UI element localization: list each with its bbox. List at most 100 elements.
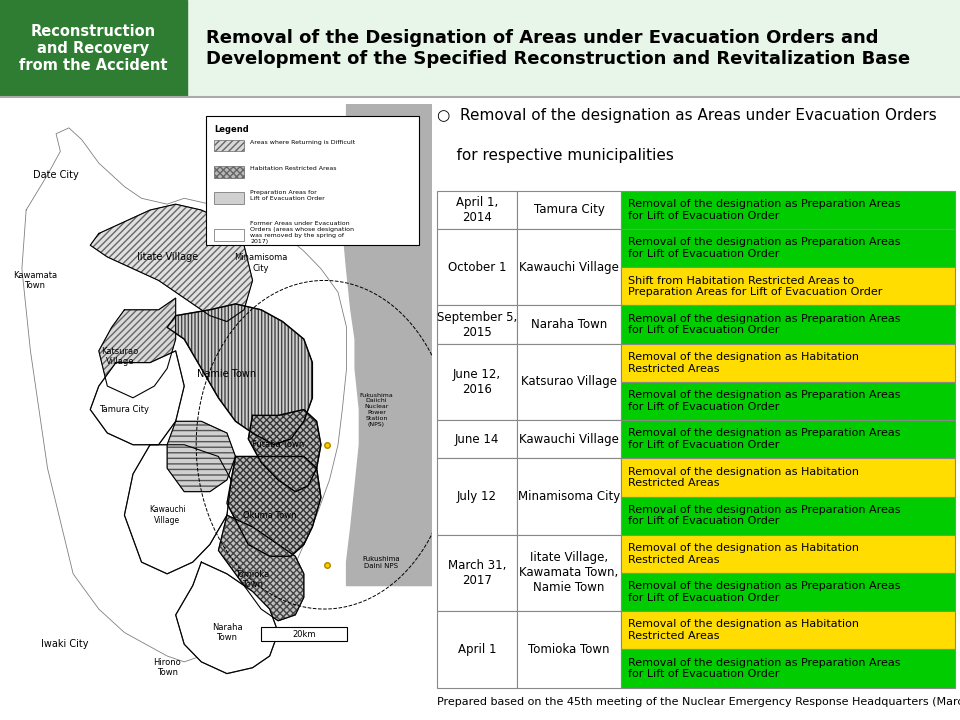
Text: April 1,
2014: April 1, 2014 xyxy=(456,196,498,224)
Bar xyxy=(437,191,517,229)
Text: Namie Town: Namie Town xyxy=(198,369,256,379)
Bar xyxy=(621,229,955,267)
Text: Removal of the designation as Habitation
Restricted Areas: Removal of the designation as Habitation… xyxy=(628,619,858,641)
Text: Tamura City: Tamura City xyxy=(100,405,150,414)
Text: Futaba Town: Futaba Town xyxy=(252,440,304,449)
Bar xyxy=(621,649,955,688)
Bar xyxy=(214,230,244,241)
Text: Hirono
Town: Hirono Town xyxy=(154,658,181,678)
Text: Removal of the designation as Habitation
Restricted Areas: Removal of the designation as Habitation… xyxy=(628,543,858,564)
Text: September 5,
2015: September 5, 2015 xyxy=(437,310,517,338)
Text: Removal of the designation as Habitation
Restricted Areas: Removal of the designation as Habitation… xyxy=(628,352,858,374)
Text: Kawauchi Village: Kawauchi Village xyxy=(519,433,619,446)
Bar xyxy=(621,343,955,382)
Text: Habitation Restricted Areas: Habitation Restricted Areas xyxy=(251,166,337,171)
Bar xyxy=(621,420,955,459)
Text: Preparation Areas for
Lift of Evacuation Order: Preparation Areas for Lift of Evacuation… xyxy=(251,190,325,201)
Bar xyxy=(437,229,517,305)
Text: Naraha
Town: Naraha Town xyxy=(211,623,242,642)
Text: June 14: June 14 xyxy=(455,433,499,446)
Text: Removal of the designation as Habitation
Restricted Areas: Removal of the designation as Habitation… xyxy=(628,467,858,488)
Text: Fukushima
Daiichi
Nuclear
Power
Station
(NPS): Fukushima Daiichi Nuclear Power Station … xyxy=(360,392,394,426)
Text: Reconstruction
and Recovery
from the Accident: Reconstruction and Recovery from the Acc… xyxy=(19,24,167,73)
Bar xyxy=(517,420,621,459)
Bar xyxy=(517,191,621,229)
Text: Kawamata
Town: Kawamata Town xyxy=(12,271,57,290)
Polygon shape xyxy=(167,421,235,492)
Polygon shape xyxy=(343,104,432,585)
Text: Removal of the designation as Preparation Areas
for Lift of Evacuation Order: Removal of the designation as Preparatio… xyxy=(628,238,900,259)
Bar xyxy=(621,611,955,649)
Bar xyxy=(621,191,955,229)
Text: Minamisoma City: Minamisoma City xyxy=(517,490,620,503)
Bar xyxy=(0,0,187,97)
Polygon shape xyxy=(219,516,303,621)
Text: Removal of the designation as Preparation Areas
for Lift of Evacuation Order: Removal of the designation as Preparatio… xyxy=(628,657,900,679)
Bar xyxy=(621,497,955,535)
Text: Prepared based on the 45th meeting of the Nuclear Emergency Response Headquarter: Prepared based on the 45th meeting of th… xyxy=(437,697,960,707)
Text: Legend: Legend xyxy=(214,125,249,134)
Bar xyxy=(621,382,955,420)
Bar xyxy=(261,626,347,642)
Bar xyxy=(621,305,955,343)
Bar xyxy=(205,116,420,246)
Text: July 12: July 12 xyxy=(457,490,497,503)
Bar xyxy=(621,267,955,305)
Text: Date City: Date City xyxy=(34,170,79,180)
Bar xyxy=(517,459,621,535)
Text: Iwaki City: Iwaki City xyxy=(41,639,88,649)
Polygon shape xyxy=(90,204,252,322)
Bar xyxy=(437,459,517,535)
Text: Removal of the designation as Preparation Areas
for Lift of Evacuation Order: Removal of the designation as Preparatio… xyxy=(628,581,900,603)
Text: 20km: 20km xyxy=(292,630,316,639)
Bar xyxy=(437,305,517,343)
Text: October 1: October 1 xyxy=(447,261,506,274)
Bar xyxy=(437,611,517,688)
Bar xyxy=(621,535,955,573)
Bar xyxy=(437,535,517,611)
Text: Okuma Town: Okuma Town xyxy=(243,510,297,520)
Text: April 1: April 1 xyxy=(458,643,496,656)
Text: Iitate Village: Iitate Village xyxy=(136,252,198,262)
Polygon shape xyxy=(167,304,312,445)
Text: ○  Removal of the designation as Areas under Evacuation Orders: ○ Removal of the designation as Areas un… xyxy=(437,108,937,123)
Text: Tamura City: Tamura City xyxy=(534,204,605,217)
Bar xyxy=(517,343,621,420)
Text: Removal of the designation as Preparation Areas
for Lift of Evacuation Order: Removal of the designation as Preparatio… xyxy=(628,505,900,526)
Bar xyxy=(517,535,621,611)
Polygon shape xyxy=(125,445,231,574)
Text: Former Areas under Evacuation
Orders (areas whose designation
was removed by the: Former Areas under Evacuation Orders (ar… xyxy=(251,221,354,243)
Text: Fukushima
Daini NPS: Fukushima Daini NPS xyxy=(362,556,399,569)
Bar xyxy=(214,192,244,204)
Bar xyxy=(437,420,517,459)
Text: Kawauchi
Village: Kawauchi Village xyxy=(149,505,185,525)
Bar xyxy=(214,166,244,178)
Text: Katsurao Village: Katsurao Village xyxy=(521,375,617,388)
Bar xyxy=(517,611,621,688)
Text: Areas where Returning is Difficult: Areas where Returning is Difficult xyxy=(251,140,355,145)
Text: Removal of the designation as Preparation Areas
for Lift of Evacuation Order: Removal of the designation as Preparatio… xyxy=(628,428,900,450)
Text: Removal of the designation as Preparation Areas
for Lift of Evacuation Order: Removal of the designation as Preparatio… xyxy=(628,390,900,412)
Polygon shape xyxy=(227,456,321,557)
Bar xyxy=(214,140,244,151)
Polygon shape xyxy=(176,562,278,674)
Bar xyxy=(621,573,955,611)
Text: Minamisoma
City: Minamisoma City xyxy=(234,253,288,273)
Text: June 12,
2016: June 12, 2016 xyxy=(453,368,501,396)
Bar xyxy=(621,459,955,497)
Bar xyxy=(517,305,621,343)
Text: Kawauchi Village: Kawauchi Village xyxy=(519,261,619,274)
Text: Katsurao
Village: Katsurao Village xyxy=(102,347,139,366)
Bar xyxy=(517,229,621,305)
Polygon shape xyxy=(249,410,321,492)
Text: Tomioka Town: Tomioka Town xyxy=(528,643,610,656)
Text: Removal of the designation as Preparation Areas
for Lift of Evacuation Order: Removal of the designation as Preparatio… xyxy=(628,199,900,221)
Polygon shape xyxy=(99,298,176,397)
Bar xyxy=(437,343,517,420)
Text: Tomioka
Town: Tomioka Town xyxy=(235,570,270,590)
Text: Naraha Town: Naraha Town xyxy=(531,318,607,331)
Text: for respective municipalities: for respective municipalities xyxy=(437,148,674,163)
Text: Shift from Habitation Restricted Areas to
Preparation Areas for Lift of Evacuati: Shift from Habitation Restricted Areas t… xyxy=(628,276,882,297)
Polygon shape xyxy=(90,351,184,445)
Text: March 31,
2017: March 31, 2017 xyxy=(447,559,506,587)
